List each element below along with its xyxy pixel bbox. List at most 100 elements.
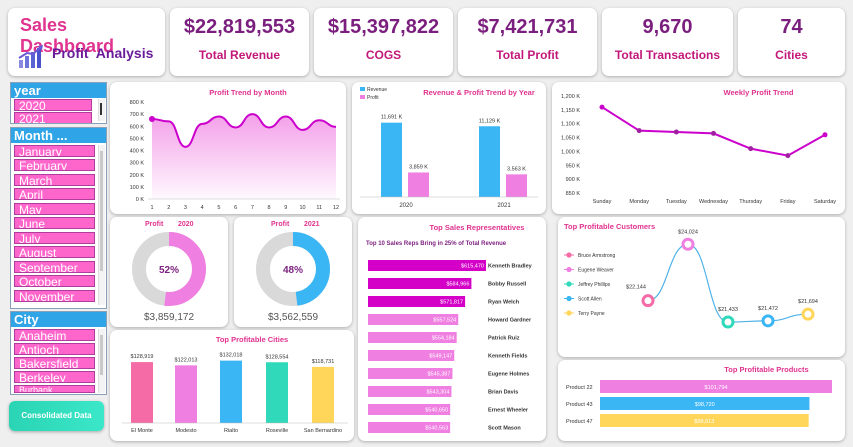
y-tick-label: 400 K xyxy=(130,149,145,155)
data-point xyxy=(599,104,605,110)
slicer-scrollbar[interactable] xyxy=(98,99,105,121)
month-slicer[interactable]: Month ... January February March April M… xyxy=(10,127,107,309)
chart-title: Top Sales Representatives xyxy=(429,223,525,232)
slicer-item-october[interactable]: October xyxy=(14,275,95,287)
chart-title: Top Profitable Customers xyxy=(564,222,656,231)
bar-rep xyxy=(368,350,455,361)
x-tick-label: Sunday xyxy=(593,199,612,205)
bar-data-label: $540,650 xyxy=(425,408,448,414)
dashboard-header: Sales Dashboard Profit Analysis xyxy=(8,8,165,76)
data-point xyxy=(681,237,695,251)
legend-swatch-revenue xyxy=(360,87,365,91)
profit-2020-donut-card: Profit 2020 52% $3,859,172 xyxy=(110,217,228,327)
slicer-item-september[interactable]: September xyxy=(14,261,95,273)
legend-label: Terry Payne xyxy=(578,311,605,317)
bar-data-label: $543,304 xyxy=(426,390,449,396)
donut-label: Profit xyxy=(145,221,164,228)
city-slicer[interactable]: City Anaheim Antioch Bakersfield Berkele… xyxy=(10,311,107,395)
bar-data-label: $554,184 xyxy=(432,336,455,342)
kpi-label: Total Revenue xyxy=(198,48,281,62)
slicer-scrollbar[interactable] xyxy=(98,329,105,393)
slicer-item-2021[interactable]: 2021 xyxy=(14,112,92,123)
data-label: $24,024 xyxy=(678,229,698,235)
dashboard-title: Sales Dashboard xyxy=(20,15,115,56)
x-tick-label: 9 xyxy=(284,205,287,211)
category-label: Product 43 xyxy=(566,402,593,408)
data-label: $22,144 xyxy=(626,285,646,291)
slicer-item-bakersfield[interactable]: Bakersfield xyxy=(14,357,95,369)
legend-marker xyxy=(566,252,572,258)
slicer-item-march[interactable]: March xyxy=(14,174,95,186)
bar-data-label: 3,859 K xyxy=(409,164,428,170)
profit-by-month-plot: 0 K 100 K 200 K 300 K 400 K 500 K 600 K 700 K 80… xyxy=(130,100,340,211)
customers-line xyxy=(647,243,809,323)
donut-value-arc xyxy=(256,232,330,306)
chart-title: Revenue & Profit Trend by Year xyxy=(423,88,535,97)
x-tick-label: Modesto xyxy=(175,428,196,434)
y-tick-label: 950 K xyxy=(566,163,581,169)
slicer-item-april[interactable]: April xyxy=(14,188,95,200)
x-tick-label: El Monte xyxy=(131,428,153,434)
x-tick-label: Friday xyxy=(780,199,796,205)
slicer-item-august[interactable]: August xyxy=(14,246,95,258)
data-point xyxy=(721,315,735,329)
x-tick-label: 8 xyxy=(268,205,271,211)
kpi-value: 74 xyxy=(780,16,803,38)
bar-data-label: $128,554 xyxy=(266,354,289,360)
y-tick-label: 100 K xyxy=(130,185,145,191)
slicer-scrollbar[interactable] xyxy=(98,145,105,305)
slicer-item-may[interactable]: May xyxy=(14,203,95,215)
year-slicer[interactable]: year 2020 2021 xyxy=(10,82,107,124)
data-point xyxy=(785,153,791,159)
slicer-item-june[interactable]: June xyxy=(14,217,95,229)
donut-percent: 48% xyxy=(282,265,303,276)
slicer-item-july[interactable]: July xyxy=(14,232,95,244)
slicer-title: Month ... xyxy=(11,128,106,143)
x-tick-label: San Bernardino xyxy=(304,428,342,434)
bar-data-label: $122,013 xyxy=(175,357,198,363)
x-tick-label: Roseville xyxy=(266,428,288,434)
y-tick-label: 850 K xyxy=(566,191,581,197)
chart-title: Weekly Profit Trend xyxy=(723,88,794,97)
bar-city xyxy=(220,360,242,423)
category-label: Howard Gardner xyxy=(488,318,532,324)
legend-label: Jeffrey Phillips xyxy=(578,282,611,288)
y-tick-label: 800 K xyxy=(130,100,145,106)
slicer-item-berkeley[interactable]: Berkeley xyxy=(14,371,95,383)
bar-data-label: $128,919 xyxy=(131,354,154,360)
y-tick-label: 500 K xyxy=(130,136,145,142)
chart-title: Profit Trend by Month xyxy=(209,88,287,97)
slicer-title: City xyxy=(11,312,106,327)
bar-revenue-2020 xyxy=(381,122,402,197)
bar-data-label: $98,613 xyxy=(694,419,714,425)
slicer-item-2020[interactable]: 2020 xyxy=(14,99,92,111)
legend-marker xyxy=(566,310,572,316)
kpi-label: Total Transactions xyxy=(614,48,721,62)
profit-line xyxy=(151,113,337,148)
y-tick-label: 1,050 K xyxy=(561,136,580,142)
legend-label-profit: Profit xyxy=(367,95,379,101)
top-cities-plot: $128,919 El Monte $122,013 Modesto $132,018 R… xyxy=(122,353,348,434)
legend-label: Scott Allen xyxy=(578,297,602,303)
slicer-item-burbank[interactable]: Burbank xyxy=(14,385,95,393)
x-tick-label: 4 xyxy=(201,205,204,211)
slicer-item-anaheim[interactable]: Anaheim xyxy=(14,329,95,341)
bar-data-label: $557,524 xyxy=(433,318,456,324)
category-label: Kenneth Bradley xyxy=(488,264,533,270)
category-label: Ryan Welch xyxy=(488,300,520,306)
x-tick-label: 2021 xyxy=(497,203,511,209)
legend-swatch-profit xyxy=(360,95,365,99)
slicer-item-february[interactable]: February xyxy=(14,159,95,171)
bar-data-label: $101,794 xyxy=(705,385,728,391)
x-tick-label: 2 xyxy=(167,205,170,211)
bar-city xyxy=(131,362,153,423)
donut-value-arc xyxy=(132,232,206,306)
bar-data-label: 11,691 K xyxy=(381,115,403,121)
consolidated-data-button[interactable]: Consolidated Data xyxy=(9,401,104,431)
slicer-item-antioch[interactable]: Antioch xyxy=(14,343,95,355)
profit-2020-donut xyxy=(132,232,206,306)
kpi-label: COGS xyxy=(365,48,402,62)
kpi-total-revenue: $22,819,553 Total Revenue xyxy=(170,8,309,76)
slicer-item-january[interactable]: January xyxy=(14,145,95,157)
slicer-item-november[interactable]: November xyxy=(14,290,95,302)
